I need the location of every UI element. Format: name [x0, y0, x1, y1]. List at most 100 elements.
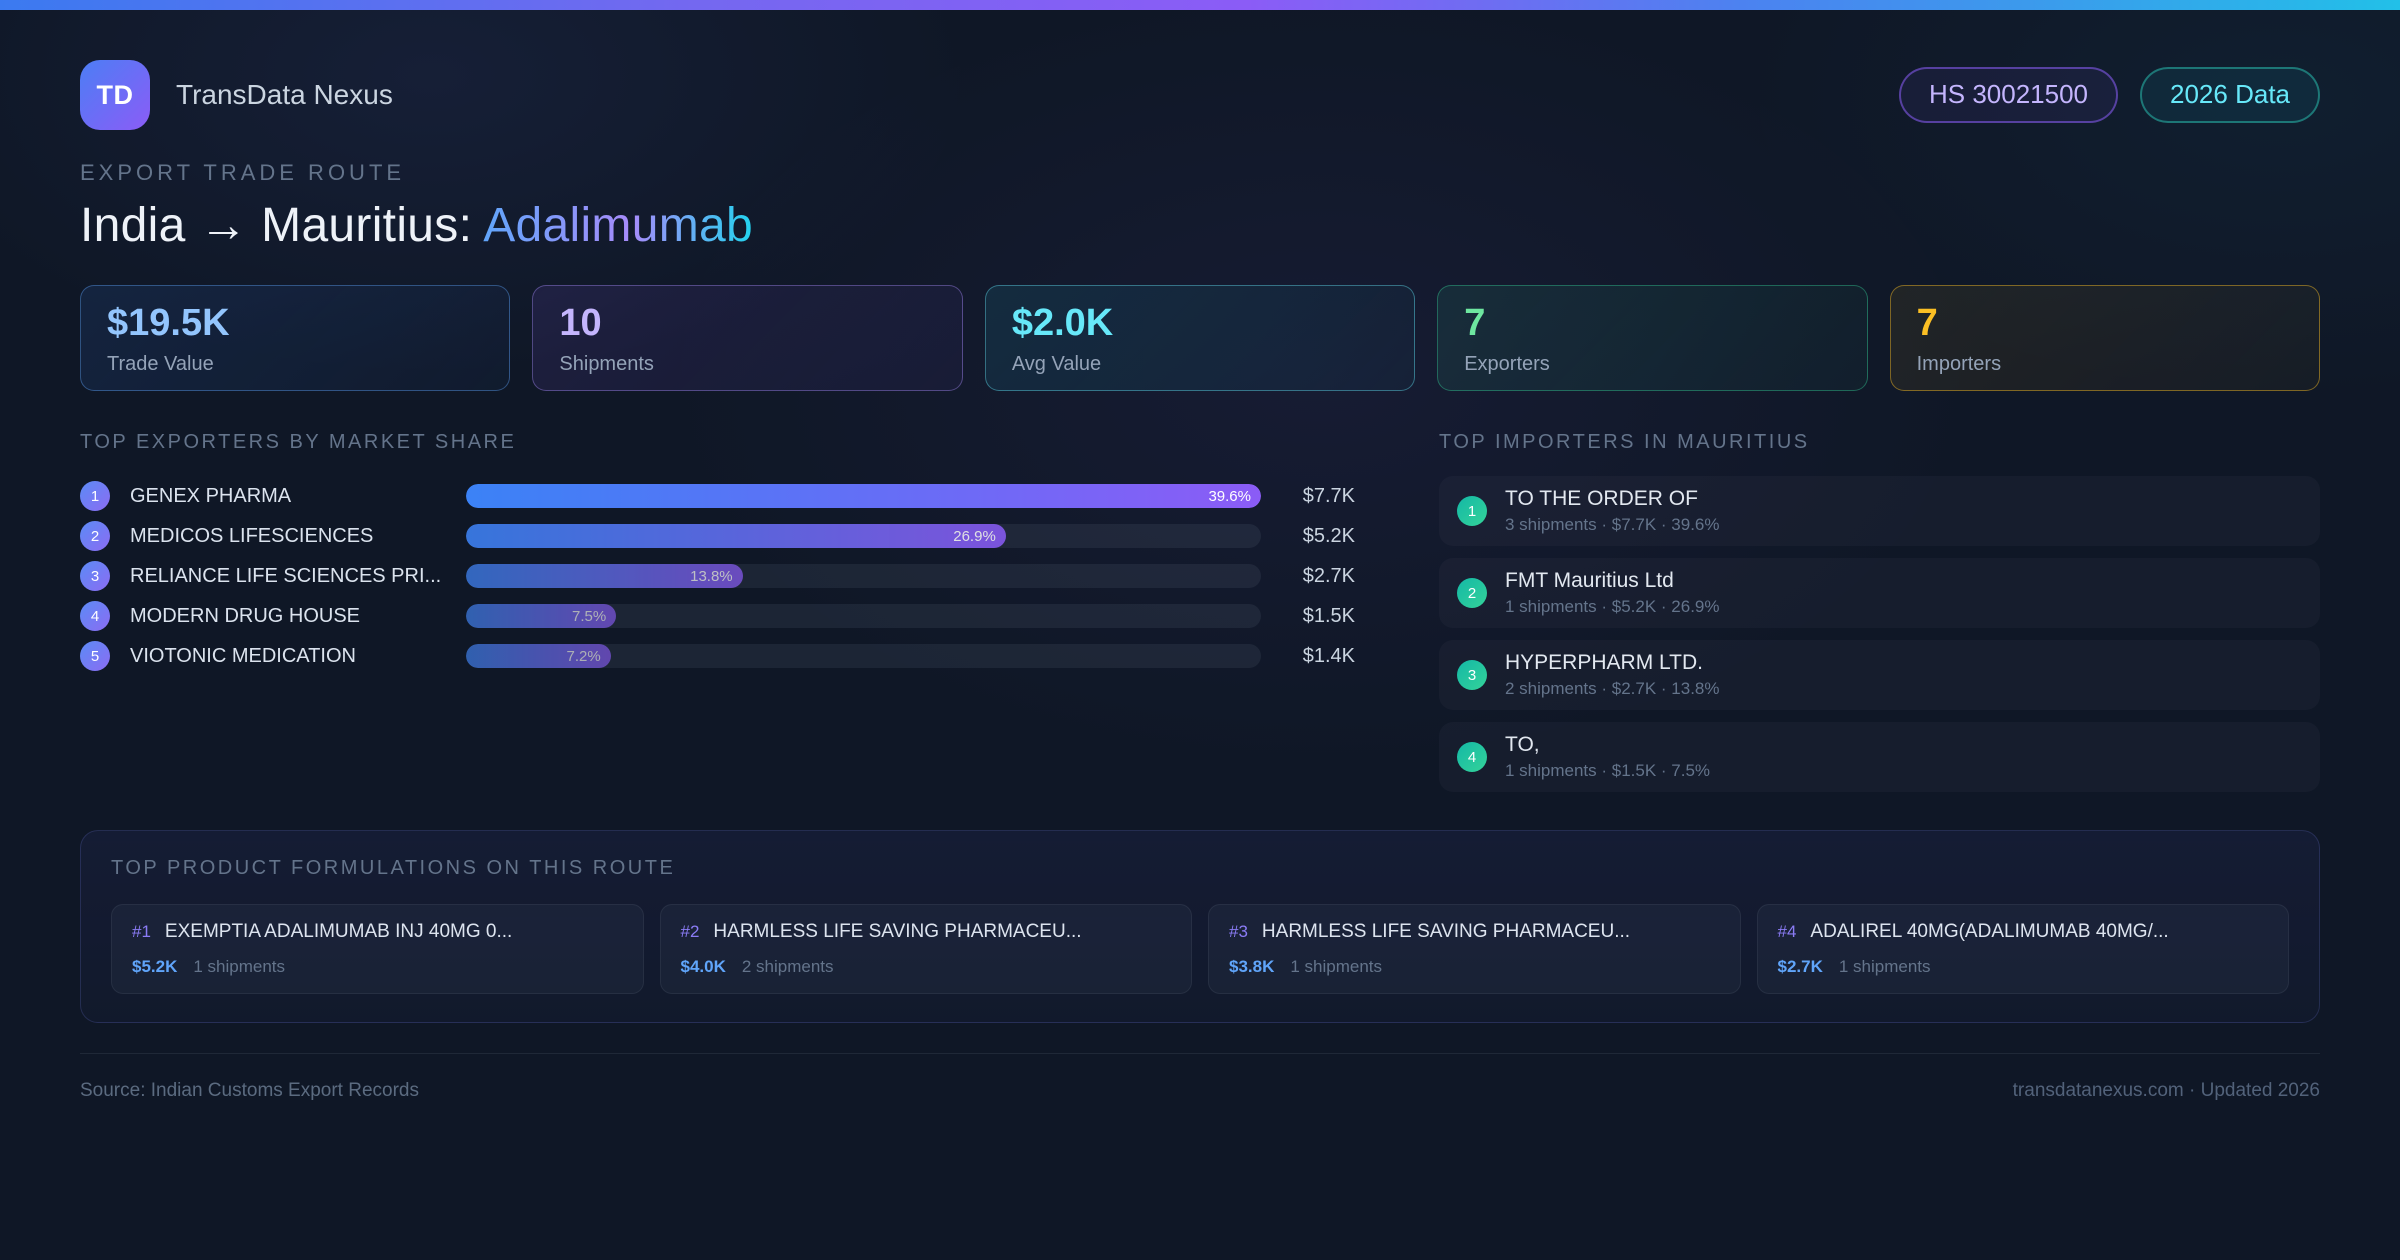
- market-share-bar: 26.9%: [466, 524, 1006, 548]
- importer-text: TO, 1 shipments · $1.5K · 7.5%: [1505, 733, 1710, 781]
- importer-row[interactable]: 4 TO, 1 shipments · $1.5K · 7.5%: [1439, 722, 2320, 792]
- formulations-panel: TOP PRODUCT FORMULATIONS ON THIS ROUTE #…: [80, 830, 2320, 1023]
- rank-badge: 1: [80, 481, 110, 511]
- rank-badge: 4: [1457, 742, 1487, 772]
- share-percent-label: 26.9%: [953, 527, 996, 545]
- rank-badge: 2: [80, 521, 110, 551]
- share-percent-label: 13.8%: [690, 567, 733, 585]
- formulation-shipments: 1 shipments: [193, 957, 286, 976]
- formulation-card[interactable]: #3 HARMLESS LIFE SAVING PHARMACEU... $3.…: [1208, 904, 1741, 994]
- exporter-value: $1.4K: [1302, 644, 1355, 667]
- rank-badge: 4: [80, 601, 110, 631]
- formulation-top: #2 HARMLESS LIFE SAVING PHARMACEU...: [681, 921, 1172, 943]
- exporters-list: 1 GENEX PHARMA 39.6% $7.7K 2 MEDICOS LIF…: [80, 476, 1355, 676]
- market-share-bar-track: 13.8%: [466, 564, 1261, 588]
- exporter-name: MODERN DRUG HOUSE: [130, 604, 361, 627]
- share-percent-label: 7.5%: [572, 607, 607, 625]
- rank-badge: 2: [1457, 578, 1487, 608]
- route-text: India → Mauritius:: [80, 199, 484, 252]
- brand-name: TransData Nexus: [176, 79, 393, 110]
- market-share-bar-track: 39.6%: [466, 484, 1261, 508]
- formulation-shipments: 1 shipments: [1290, 957, 1383, 976]
- formulation-value: $2.7K: [1777, 957, 1823, 976]
- footer-source: Source: Indian Customs Export Records: [80, 1080, 419, 1101]
- share-percent-label: 39.6%: [1208, 487, 1251, 505]
- importers-heading: TOP IMPORTERS IN MAURITIUS: [1439, 431, 1810, 453]
- app-logo: TD: [80, 60, 150, 130]
- share-percent-label: 7.2%: [566, 647, 601, 665]
- formulation-name: ADALIREL 40MG(ADALIMUMAB 40MG/...: [1810, 921, 2169, 942]
- formulation-rank: #4: [1777, 922, 1797, 941]
- formulation-value: $3.8K: [1229, 957, 1275, 976]
- formulation-name: HARMLESS LIFE SAVING PHARMACEU...: [1261, 921, 1631, 942]
- stat-card-exporters: 7 Exporters: [1437, 285, 1868, 391]
- importer-meta: 3 shipments · $7.7K · 39.6%: [1505, 515, 1720, 534]
- app-header: TD TransData Nexus HS 30021500 2026 Data: [80, 60, 2320, 130]
- exporter-name: MEDICOS LIFESCIENCES: [130, 524, 374, 547]
- top-accent-bar: [0, 0, 2400, 10]
- formulation-rank: #2: [680, 922, 700, 941]
- app-footer: Source: Indian Customs Export Records tr…: [80, 1053, 2320, 1102]
- hs-code-badge[interactable]: HS 30021500: [1898, 67, 2119, 123]
- exporter-row[interactable]: 1 GENEX PHARMA 39.6% $7.7K: [80, 476, 1355, 516]
- importer-meta: 1 shipments · $5.2K · 26.9%: [1505, 597, 1720, 616]
- importer-row[interactable]: 3 HYPERPHARM LTD. 2 shipments · $2.7K · …: [1439, 640, 2320, 710]
- header-badges: HS 30021500 2026 Data: [1898, 67, 2320, 123]
- market-share-bar: 13.8%: [466, 564, 743, 588]
- eyebrow-label: EXPORT TRADE ROUTE: [80, 160, 406, 185]
- formulation-cards: #1 EXEMPTIA ADALIMUMAB INJ 40MG 0... $5.…: [111, 904, 2289, 994]
- importer-text: HYPERPHARM LTD. 2 shipments · $2.7K · 13…: [1505, 651, 1720, 699]
- stat-value: $19.5K: [107, 302, 230, 344]
- exporter-value: $2.7K: [1302, 564, 1355, 587]
- importer-text: FMT Mauritius Ltd 1 shipments · $5.2K · …: [1505, 569, 1720, 617]
- formulation-name: HARMLESS LIFE SAVING PHARMACEU...: [713, 921, 1082, 942]
- formulation-card[interactable]: #2 HARMLESS LIFE SAVING PHARMACEU... $4.…: [659, 904, 1192, 994]
- market-share-bar-track: 26.9%: [466, 524, 1261, 548]
- importer-name: HYPERPHARM LTD.: [1505, 651, 1703, 674]
- stat-value: $2.0K: [1011, 302, 1114, 344]
- exporters-section: TOP EXPORTERS BY MARKET SHARE 1 GENEX PH…: [80, 431, 1355, 676]
- importer-name: FMT Mauritius Ltd: [1505, 569, 1674, 592]
- importer-row[interactable]: 1 TO THE ORDER OF 3 shipments · $7.7K · …: [1439, 476, 2320, 546]
- product-name: Adalimumab: [483, 199, 753, 252]
- stat-card-trade-value: $19.5K Trade Value: [80, 285, 511, 391]
- formulation-value: $5.2K: [132, 957, 178, 976]
- market-share-bar: 7.5%: [466, 604, 617, 628]
- exporter-row[interactable]: 5 VIOTONIC MEDICATION 7.2% $1.4K: [80, 636, 1355, 676]
- exporter-row[interactable]: 4 MODERN DRUG HOUSE 7.5% $1.5K: [80, 596, 1355, 636]
- rank-badge: 5: [80, 641, 110, 671]
- data-year-badge[interactable]: 2026 Data: [2140, 67, 2320, 123]
- formulation-card[interactable]: #1 EXEMPTIA ADALIMUMAB INJ 40MG 0... $5.…: [111, 904, 644, 994]
- importer-meta: 1 shipments · $1.5K · 7.5%: [1505, 761, 1711, 780]
- formulation-card[interactable]: #4 ADALIREL 40MG(ADALIMUMAB 40MG/... $2.…: [1756, 904, 2289, 994]
- formulation-top: #4 ADALIREL 40MG(ADALIMUMAB 40MG/...: [1778, 921, 2269, 943]
- exporter-name: VIOTONIC MEDICATION: [130, 644, 356, 667]
- formulation-top: #3 HARMLESS LIFE SAVING PHARMACEU...: [1229, 921, 1720, 943]
- importers-section: TOP IMPORTERS IN MAURITIUS 1 TO THE ORDE…: [1439, 431, 2320, 792]
- importer-name: TO,: [1505, 733, 1540, 756]
- footer-site: transdatanexus.com · Updated 2026: [2012, 1080, 2320, 1101]
- stat-label: Importers: [1916, 353, 2002, 375]
- exporter-value: $7.7K: [1302, 484, 1355, 507]
- importer-meta: 2 shipments · $2.7K · 13.8%: [1505, 679, 1720, 698]
- importer-row[interactable]: 2 FMT Mauritius Ltd 1 shipments · $5.2K …: [1439, 558, 2320, 628]
- formulations-heading: TOP PRODUCT FORMULATIONS ON THIS ROUTE: [111, 857, 676, 879]
- market-share-bar-track: 7.2%: [466, 644, 1261, 668]
- formulation-bottom: $5.2K 1 shipments: [132, 957, 623, 977]
- brand-group: TD TransData Nexus: [80, 60, 393, 130]
- market-share-bar: 39.6%: [466, 484, 1261, 508]
- market-share-bar: 7.2%: [466, 644, 611, 668]
- exporters-heading: TOP EXPORTERS BY MARKET SHARE: [80, 431, 517, 453]
- formulation-top: #1 EXEMPTIA ADALIMUMAB INJ 40MG 0...: [132, 921, 623, 943]
- exporter-row[interactable]: 2 MEDICOS LIFESCIENCES 26.9% $5.2K: [80, 516, 1355, 556]
- importer-text: TO THE ORDER OF 3 shipments · $7.7K · 39…: [1505, 487, 1720, 535]
- exporter-value: $1.5K: [1302, 604, 1355, 627]
- stat-card-importers: 7 Importers: [1889, 285, 2321, 391]
- formulation-rank: #1: [132, 922, 151, 941]
- formulation-shipments: 1 shipments: [1838, 957, 1931, 976]
- exporter-row[interactable]: 3 RELIANCE LIFE SCIENCES PRI... 13.8% $2…: [80, 556, 1355, 596]
- page: TD TransData Nexus HS 30021500 2026 Data…: [0, 10, 2400, 1102]
- rank-badge: 3: [1457, 660, 1487, 690]
- stat-cards: $19.5K Trade Value 10 Shipments $2.0K Av…: [80, 285, 2321, 391]
- stat-label: Shipments: [559, 353, 654, 375]
